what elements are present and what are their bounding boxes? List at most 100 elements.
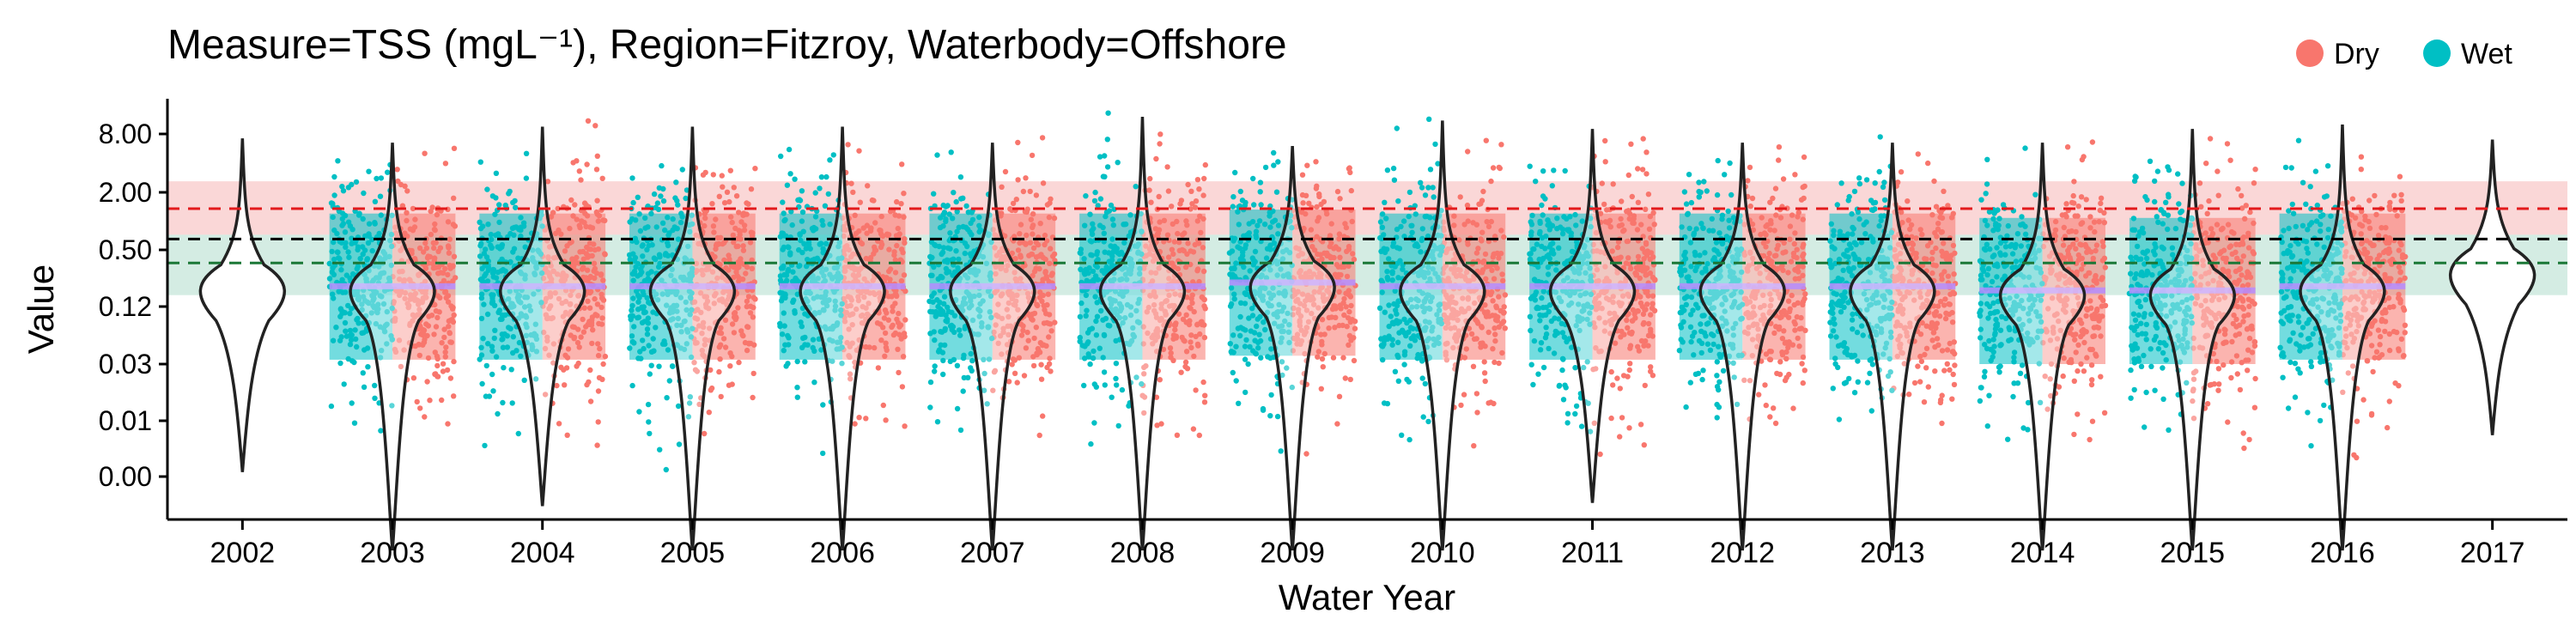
data-point — [1481, 359, 1487, 365]
data-point — [1347, 376, 1354, 383]
data-point — [945, 203, 951, 209]
data-point — [572, 202, 578, 208]
data-point — [954, 362, 961, 368]
data-point — [1772, 420, 1779, 427]
data-point — [1157, 131, 1163, 137]
data-point — [1617, 386, 1624, 392]
data-point — [825, 191, 831, 197]
data-point — [726, 198, 732, 205]
data-point — [483, 393, 489, 399]
data-point — [931, 191, 937, 197]
data-point — [1303, 451, 1309, 457]
data-point — [1319, 355, 1326, 362]
data-point — [795, 197, 801, 204]
data-point — [1087, 361, 1093, 368]
data-point — [1777, 359, 1783, 365]
data-point — [1643, 171, 1649, 177]
data-point — [660, 185, 666, 192]
data-point — [1798, 197, 1805, 203]
data-point — [1236, 400, 1242, 406]
data-point — [818, 174, 825, 180]
data-point — [1425, 418, 1431, 425]
data-point — [792, 176, 798, 182]
data-point — [594, 197, 600, 204]
data-point — [1801, 154, 1807, 161]
data-point — [1747, 164, 1753, 171]
data-point — [1756, 392, 1762, 398]
data-point — [1278, 448, 1284, 454]
data-point — [778, 153, 784, 160]
data-point — [940, 371, 946, 378]
data-point — [584, 161, 590, 167]
data-point — [718, 393, 724, 400]
data-point — [1273, 189, 1280, 195]
data-point — [542, 392, 549, 398]
data-point — [1260, 405, 1267, 412]
data-point — [1608, 415, 1614, 422]
data-point — [1202, 161, 1209, 168]
data-point — [1190, 426, 1197, 432]
chart-title: Measure=TSS (mgL⁻¹), Region=Fitzroy, Wat… — [167, 22, 1287, 68]
data-point — [823, 173, 829, 180]
data-point — [702, 430, 708, 437]
data-point — [1464, 202, 1471, 209]
data-point — [880, 402, 887, 409]
data-point — [1635, 166, 1641, 172]
data-point — [1342, 375, 1349, 381]
data-point — [599, 376, 605, 382]
data-point — [372, 382, 378, 389]
data-point — [901, 191, 907, 197]
data-point — [968, 365, 974, 371]
data-point — [1245, 361, 1251, 368]
data-point — [1776, 144, 1783, 150]
data-point — [1395, 378, 1402, 384]
data-point — [708, 385, 715, 392]
data-point — [1527, 163, 1533, 169]
data-point — [1115, 422, 1121, 429]
data-point — [664, 395, 670, 401]
data-point — [1762, 382, 1768, 388]
data-point — [1268, 392, 1274, 398]
data-point — [1351, 357, 1358, 364]
data-point — [1257, 179, 1264, 185]
data-point — [784, 182, 791, 188]
data-point — [1005, 379, 1012, 385]
data-point — [1048, 196, 1054, 202]
data-point — [451, 145, 458, 151]
data-point — [1194, 177, 1201, 183]
data-point — [672, 195, 678, 201]
data-point — [1608, 368, 1614, 375]
data-point — [532, 376, 539, 382]
data-point — [1602, 159, 1608, 165]
data-point — [852, 421, 858, 427]
data-point — [794, 385, 800, 391]
data-point — [1258, 355, 1264, 361]
data-point — [899, 384, 906, 390]
data-point — [1801, 183, 1807, 190]
data-point — [1174, 432, 1181, 438]
data-point — [1432, 141, 1438, 148]
data-point — [629, 175, 635, 181]
data-point — [636, 409, 642, 415]
data-point — [544, 179, 551, 185]
data-point — [1091, 197, 1098, 204]
data-point — [523, 150, 530, 156]
data-point — [398, 181, 404, 188]
data-point — [500, 399, 506, 406]
data-point — [934, 152, 940, 158]
data-point — [1200, 379, 1206, 386]
data-point — [1556, 383, 1563, 389]
data-point — [1340, 355, 1346, 361]
data-point — [719, 173, 725, 179]
data-point — [1426, 116, 1432, 122]
data-point — [1262, 164, 1269, 171]
data-point — [1488, 178, 1494, 185]
data-point — [645, 401, 652, 408]
data-point — [372, 198, 379, 204]
data-point — [1474, 410, 1480, 416]
data-point — [1381, 400, 1388, 406]
data-point — [647, 371, 653, 377]
data-point — [830, 152, 836, 158]
data-point — [1790, 405, 1796, 411]
data-point — [1763, 402, 1769, 409]
